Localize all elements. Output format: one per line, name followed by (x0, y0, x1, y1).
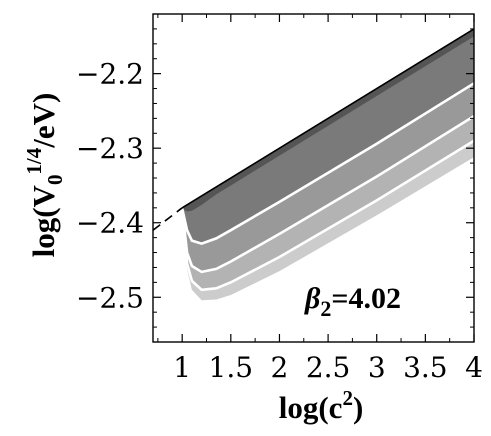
boundary-solid (181, 28, 475, 209)
y-tick-label: −2.3 (76, 132, 144, 165)
x-axis-title: log(c2) (279, 386, 364, 425)
x-axis-title-close: ) (353, 390, 363, 425)
white-contour-2 (180, 115, 475, 274)
x-tick-label: 4 (465, 351, 483, 384)
beta-value: =4.02 (331, 282, 401, 315)
white-contour-1 (180, 82, 475, 245)
x-tick-label: 1 (173, 351, 191, 384)
x-tick-label: 2.5 (306, 351, 351, 384)
y-tick-label: −2.5 (76, 281, 144, 314)
x-tick-label: 3 (368, 351, 386, 384)
x-tick-label: 1.5 (209, 351, 254, 384)
y-axis-title-sup: 1/4 (22, 147, 46, 174)
ticks-layer: 1 1.5 2 2.5 3 3.5 4 −2.5 −2.4 −2.3 −2.2 (76, 14, 483, 384)
beta-symbol: β (304, 282, 321, 315)
x-axis-title-sup: 2 (342, 386, 353, 410)
y-axis-title-pre: log(V (26, 184, 61, 257)
boundary-layer (152, 28, 475, 231)
band-2 (182, 28, 474, 244)
y-axis-title: log(V01/4/eV) (22, 93, 67, 258)
x-tick-label: 2 (271, 351, 289, 384)
contours-layer (180, 82, 475, 292)
y-tick-label: −2.4 (76, 207, 144, 240)
white-contour-3 (180, 139, 475, 292)
y-axis-title-post: /eV) (26, 93, 61, 149)
x-tick-label: 3.5 (403, 351, 448, 384)
beta-annotation: β2=4.02 (304, 282, 401, 321)
y-axis-title-sub: 0 (43, 175, 67, 186)
boundary-dashed (152, 207, 183, 231)
x-axis-title-base: log(c (279, 390, 343, 425)
beta-subscript: 2 (320, 296, 331, 321)
bands-layer (182, 28, 474, 301)
y-tick-label: −2.2 (76, 58, 144, 91)
